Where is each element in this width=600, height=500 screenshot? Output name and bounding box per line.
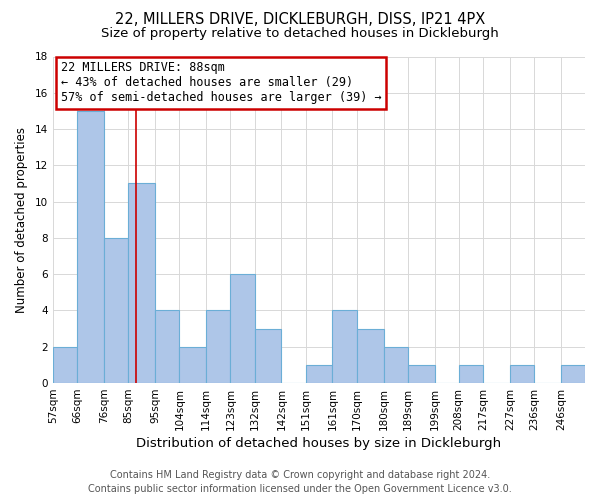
Text: 22 MILLERS DRIVE: 88sqm
← 43% of detached houses are smaller (29)
57% of semi-de: 22 MILLERS DRIVE: 88sqm ← 43% of detache…	[61, 62, 382, 104]
Bar	[356, 328, 383, 383]
Text: Contains HM Land Registry data © Crown copyright and database right 2024.
Contai: Contains HM Land Registry data © Crown c…	[88, 470, 512, 494]
Bar	[332, 310, 356, 383]
Text: 22, MILLERS DRIVE, DICKLEBURGH, DISS, IP21 4PX: 22, MILLERS DRIVE, DICKLEBURGH, DISS, IP…	[115, 12, 485, 28]
Bar	[206, 310, 230, 383]
X-axis label: Distribution of detached houses by size in Dickleburgh: Distribution of detached houses by size …	[136, 437, 502, 450]
Bar	[128, 184, 155, 383]
Bar	[155, 310, 179, 383]
Bar	[179, 347, 206, 383]
Bar	[104, 238, 128, 383]
Bar	[305, 365, 332, 383]
Bar	[561, 365, 585, 383]
Bar	[77, 111, 104, 383]
Bar	[459, 365, 483, 383]
Bar	[510, 365, 534, 383]
Y-axis label: Number of detached properties: Number of detached properties	[15, 127, 28, 313]
Text: Size of property relative to detached houses in Dickleburgh: Size of property relative to detached ho…	[101, 28, 499, 40]
Bar	[230, 274, 254, 383]
Bar	[407, 365, 434, 383]
Bar	[254, 328, 281, 383]
Bar	[53, 347, 77, 383]
Bar	[383, 347, 407, 383]
